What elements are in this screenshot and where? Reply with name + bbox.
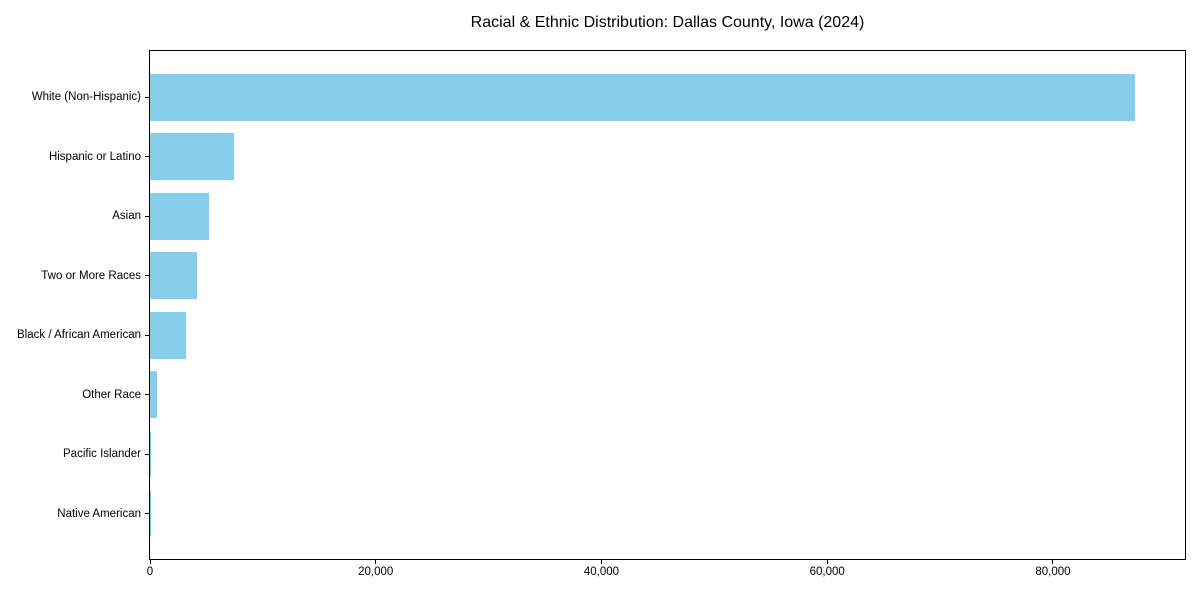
y-axis-label: Two or More Races [41, 269, 141, 282]
y-axis-label: Other Race [82, 388, 141, 401]
bar [150, 252, 198, 299]
x-tick-mark [149, 560, 151, 564]
y-axis-label: White (Non-Hispanic) [31, 91, 141, 103]
x-tick-mark [826, 560, 828, 564]
x-axis-tick-label: 20,000 [358, 566, 394, 578]
x-tick-mark [1052, 560, 1054, 564]
chart-title: Racial & Ethnic Distribution: Dallas Cou… [470, 14, 865, 31]
y-axis-label: Native American [57, 507, 141, 520]
y-axis-label: Asian [112, 210, 141, 222]
bar [150, 430, 151, 478]
x-tick-mark [600, 560, 602, 564]
bar [150, 133, 235, 180]
bar [150, 192, 210, 240]
y-axis-label: Pacific Islander [63, 448, 141, 460]
x-axis-tick-label: 40,000 [583, 566, 620, 578]
bar [150, 371, 157, 418]
x-axis-tick-label: 60,000 [809, 566, 845, 578]
bar [150, 311, 186, 359]
y-axis-label: Hispanic or Latino [48, 150, 141, 163]
x-axis-tick-label: 0 [146, 566, 154, 578]
x-axis-tick-label: 80,000 [1035, 566, 1071, 578]
bar [150, 73, 1136, 121]
y-axis-label: Black / African American [17, 329, 141, 341]
plot-area [149, 50, 1186, 560]
x-tick-mark [375, 560, 377, 564]
